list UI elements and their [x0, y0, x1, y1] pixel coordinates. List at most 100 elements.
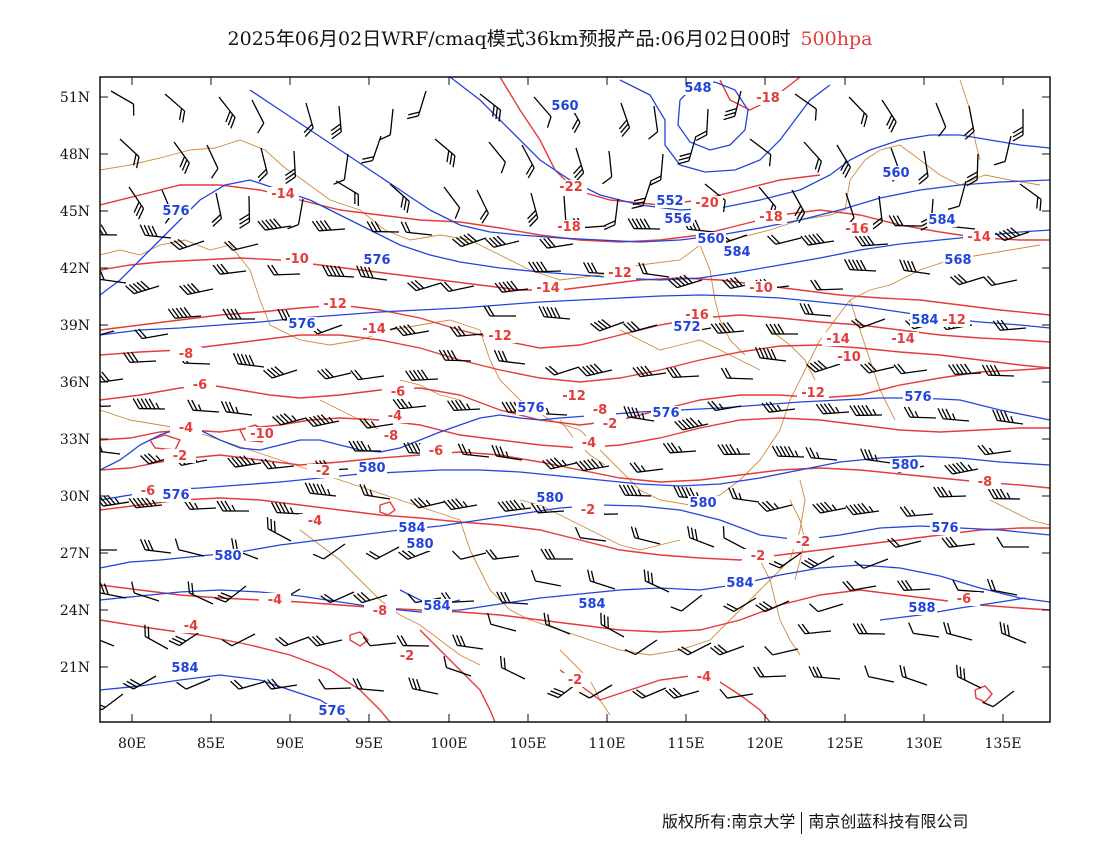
- wind-barb-tick: [643, 569, 647, 582]
- wind-barb-tick: [546, 306, 553, 318]
- wind-barb-shaft: [128, 186, 145, 209]
- wind-barb-shaft: [952, 468, 979, 475]
- wind-barb-tick: [1000, 319, 1009, 330]
- wind-barb: [406, 90, 427, 120]
- wind-barb-tick: [454, 207, 461, 219]
- boundary-line: [769, 329, 816, 381]
- wind-barb-shaft: [446, 666, 472, 677]
- wind-barb: [761, 401, 796, 413]
- wind-barb-shaft: [845, 192, 855, 218]
- wind-barb-tick: [642, 262, 648, 275]
- wind-barb-shaft: [850, 585, 877, 592]
- wind-barb-tick: [260, 459, 269, 470]
- wind-barb-tick: [304, 127, 314, 137]
- wind-barb-shaft: [902, 675, 928, 686]
- wind-barb-tick: [966, 171, 978, 179]
- height-label-bg: [722, 245, 752, 259]
- wind-barb-tick: [183, 284, 192, 295]
- wind-barb-tick: [587, 459, 596, 469]
- wind-barb-tick: [987, 275, 996, 286]
- wind-barb-tick: [412, 369, 421, 381]
- wind-barb: [170, 238, 205, 251]
- wind-barb-tick: [212, 217, 222, 227]
- wind-barb-tick: [696, 134, 707, 142]
- wind-barb-shaft: [814, 676, 841, 680]
- wind-barb-tick: [499, 655, 503, 668]
- wind-barb-tick: [597, 320, 608, 329]
- wind-barb: [947, 180, 967, 210]
- wind-barb-shaft: [749, 138, 772, 156]
- wind-barb: [710, 644, 745, 656]
- height-contour: [449, 77, 1050, 211]
- height-contour: [100, 455, 1050, 501]
- temperature-label-bg: [132, 484, 164, 498]
- wind-barb-tick: [604, 220, 616, 227]
- wind-barb-tick: [530, 569, 537, 582]
- wind-barb-half: [462, 500, 468, 508]
- wind-barb-tick: [842, 581, 851, 591]
- wind-barb: [493, 349, 526, 365]
- wind-barb-tick: [995, 488, 1003, 500]
- wind-barb-tick: [722, 526, 725, 538]
- wind-barb-tick: [955, 462, 965, 473]
- wind-barb-tick: [844, 166, 851, 178]
- height-label: 576: [162, 488, 189, 503]
- wind-barb-shaft: [260, 147, 268, 174]
- wind-barb: [887, 537, 922, 548]
- wind-barb-shaft: [575, 147, 585, 174]
- temperature-label: -8: [373, 604, 387, 619]
- temperature-label: -14: [967, 230, 991, 245]
- temperature-label: -4: [582, 436, 596, 451]
- wind-barb-shaft: [218, 96, 236, 118]
- temperature-label-bg: [681, 308, 713, 322]
- wind-barb-tick: [854, 560, 865, 569]
- height-label: 560: [882, 166, 909, 181]
- temperature-label: -12: [488, 329, 512, 344]
- wind-barb-half: [291, 415, 297, 422]
- lon-label: 105E: [510, 736, 547, 752]
- temperature-label: -6: [141, 484, 155, 499]
- wind-barb-half: [407, 401, 413, 408]
- wind-barb-tick: [710, 647, 720, 656]
- wind-barb-shaft: [164, 93, 186, 112]
- temperature-label: -2: [796, 535, 810, 550]
- wind-barb-tick: [318, 678, 326, 690]
- wind-barb-tick: [1006, 624, 1010, 637]
- wind-barb-tick: [624, 649, 636, 656]
- wind-barb-shaft: [371, 135, 382, 161]
- wind-barb: [753, 666, 787, 678]
- wind-barb-tick: [582, 366, 592, 376]
- wind-barb-shaft: [448, 600, 475, 604]
- wind-barb-tick: [853, 405, 861, 416]
- wind-barb-shaft: [271, 684, 298, 690]
- temperature-label: -10: [250, 427, 274, 442]
- wind-barb: [624, 639, 658, 656]
- height-label-bg: [405, 537, 435, 551]
- wind-barb-half: [235, 406, 239, 414]
- wind-barb: [356, 265, 388, 281]
- wind-barb-shaft: [688, 135, 697, 162]
- wind-barb-tick: [216, 500, 224, 512]
- height-label: 560: [697, 232, 724, 247]
- wind-barb-tick: [726, 603, 738, 610]
- wind-barb-tick: [805, 446, 812, 459]
- temperature-label-bg: [358, 322, 390, 336]
- wind-barb-tick: [144, 398, 152, 410]
- wind-barb-shaft: [992, 690, 1015, 708]
- wind-barb-tick: [953, 275, 964, 284]
- wind-barb-shaft: [599, 321, 625, 332]
- wind-barb: [443, 498, 478, 511]
- wind-barb-shaft: [325, 372, 352, 380]
- wind-barb-tick: [352, 440, 360, 452]
- height-label: 556: [664, 212, 691, 227]
- wind-barb-tick: [765, 500, 775, 510]
- wind-barb-half: [114, 497, 120, 504]
- wind-barb-shaft: [958, 180, 967, 207]
- temperature-label: -20: [695, 196, 719, 211]
- wind-barb: [719, 688, 754, 699]
- wind-barb-tick: [89, 225, 95, 235]
- wind-barb: [574, 526, 607, 542]
- wind-barb: [810, 279, 844, 291]
- wind-barb-tick: [457, 443, 464, 455]
- height-contour: [100, 564, 1050, 613]
